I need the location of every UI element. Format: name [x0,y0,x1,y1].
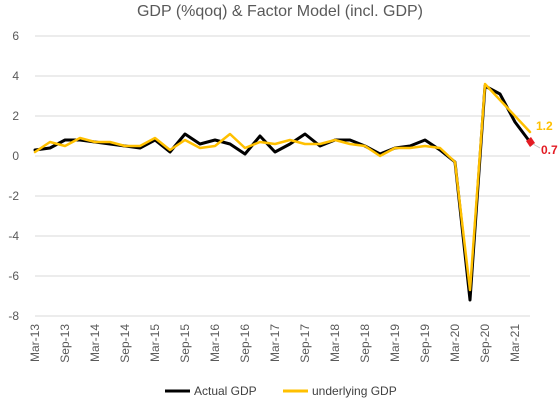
y-tick-label: -4 [8,229,19,243]
end-label-leader [532,143,541,149]
y-tick-label: -2 [8,189,19,203]
y-tick-label: 4 [12,69,19,83]
y-tick-label: 0 [12,149,19,163]
x-tick-label: Sep-13 [58,324,72,363]
y-tick-label: 6 [12,29,19,43]
x-tick-label: Sep-14 [118,324,132,363]
x-tick-label: Mar-18 [328,324,342,362]
y-tick-label: -8 [8,309,19,323]
x-tick-label: Mar-20 [448,324,462,362]
legend: Actual GDP underlying GDP [165,384,397,398]
series-line-underlying-gdp [33,82,532,292]
x-tick-label: Mar-21 [508,324,522,362]
y-tick-label: -6 [8,269,19,283]
x-tick-label: Mar-19 [388,324,402,362]
series-line-actual-gdp [33,84,532,302]
x-tick-label: Mar-15 [148,324,162,362]
legend-label-actual-gdp: Actual GDP [194,384,257,398]
end-labels: 1.2 0.7 [526,119,558,157]
x-tick-label: Mar-13 [28,324,42,362]
end-label-underlying-gdp: 1.2 [536,119,553,133]
gridlines [35,35,530,317]
x-tick-label: Sep-18 [358,324,372,363]
y-tick-label: 2 [12,109,19,123]
x-tick-label: Sep-15 [178,324,192,363]
x-tick-label: Mar-17 [268,324,282,362]
x-tick-label: Sep-20 [478,324,492,363]
x-tick-label: Sep-17 [298,324,312,363]
x-tick-label: Sep-19 [418,324,432,363]
actual-end-marker [526,137,535,147]
x-tick-label: Sep-16 [238,324,252,363]
series-lines [33,82,532,302]
x-tick-label: Mar-16 [208,324,222,362]
x-axis-ticks: Mar-13 Sep-13 Mar-14 Sep-14 Mar-15 Sep-15 Mar-… [28,324,522,363]
legend-label-underlying-gdp: underlying GDP [312,384,397,398]
chart-title: GDP (%qoq) & Factor Model (incl. GDP) [137,3,423,20]
x-tick-label: Mar-14 [88,324,102,362]
end-label-actual-gdp: 0.7 [541,143,558,157]
y-axis-ticks: 6 4 2 0 -2 -4 -6 -8 [8,29,19,323]
